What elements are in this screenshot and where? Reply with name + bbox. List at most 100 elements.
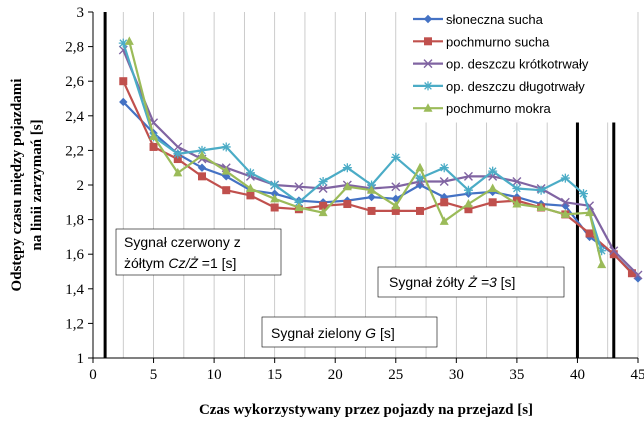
series-marker [579,189,588,199]
series-marker [423,14,433,24]
series-marker [439,177,449,187]
series-marker [119,97,128,107]
legend-item-4: op. deszczu długotrwały [413,79,585,94]
x-tick-label: 35 [509,367,524,383]
annotation-green-symbol: G [365,325,376,341]
y-tick-label: 2,8 [65,40,84,56]
series-marker [440,198,449,207]
series-marker [173,155,182,164]
series-marker [512,199,522,208]
series-marker [488,198,497,207]
series-marker [173,149,183,159]
series-marker [198,172,206,181]
series-marker [536,185,546,195]
series-marker [270,193,280,203]
y-axis-title-line1: Odstępy czasu między pojazdami [9,79,25,292]
annotation-green-suffix: [s] [376,325,395,341]
series-marker [222,186,231,195]
y-tick-label: 2,6 [65,74,84,90]
legend-label: pochmurno mokra [446,101,552,116]
y-tick-label: 1,6 [65,247,84,263]
series-marker [585,229,594,238]
series-marker [585,207,595,217]
series-marker [560,209,570,218]
series-marker [512,183,522,193]
x-tick-label: 0 [89,367,97,383]
series-marker [627,269,636,278]
x-axis-title: Czas wykorzystywany przez pojazdy na prz… [199,402,533,418]
series-marker [597,246,607,256]
series-marker [463,199,473,208]
series-marker [391,206,400,215]
series-marker [423,59,433,69]
series-marker [463,185,473,195]
legend-label: op. deszczu krótkotrwały [446,57,589,72]
series-marker [270,189,279,198]
series-marker [294,197,304,207]
annotation-red-prefix: żółtym [124,255,168,271]
series-marker [343,200,352,209]
annotation-red-line2: żółtym Cz/Ż =1 [s] [124,255,236,271]
series-marker [173,167,183,177]
series-marker [173,142,183,152]
annotation-red-signal: Sygnał czerwony z żółtym Cz/Ż =1 [s] [115,228,282,276]
y-tick-label: 1,2 [65,316,84,332]
legend: słoneczna sucha pochmurno sucha op. deszcz… [407,5,635,123]
series-marker [416,206,424,215]
series-marker [391,194,400,204]
series-marker [245,183,255,192]
series-marker [488,183,498,192]
series-marker [197,145,207,155]
series-marker [560,197,570,207]
y-tick-label: 1,4 [65,282,84,298]
legend-label: pochmurno sucha [446,34,550,49]
series-marker [149,142,158,151]
y-tick-label: 1 [77,351,85,367]
y-tick-label: 1,8 [65,213,84,229]
annotation-yellow-signal: Sygnał żółty Ż =3 [s] [377,266,565,298]
legend-label: op. deszczu długotrwały [446,79,585,94]
series-marker [318,183,328,193]
y-tick-label: 3 [77,5,85,21]
series-marker [512,177,522,187]
series-marker [464,205,473,214]
series-marker [609,250,618,259]
series-5 [124,36,607,269]
series-marker [424,37,432,46]
series-marker [124,36,134,45]
x-tick-label: 20 [328,367,343,383]
series-group [118,36,643,283]
annotation-yellow-text: Sygnał żółty Ż =3 [s] [389,274,515,290]
x-tick-label: 30 [449,367,464,383]
series-marker [245,168,255,178]
y-tick-label: 2,2 [65,143,84,159]
series-marker [597,259,607,269]
x-tick-label: 15 [267,367,282,383]
series-marker [342,163,352,173]
series-marker [367,192,376,202]
series-marker [391,152,401,162]
annotation-yellow-symbol: Ż =3 [467,274,497,290]
series-marker [294,202,304,211]
series-marker [439,216,449,225]
series-marker [423,103,433,112]
y-tick-label: 2 [77,178,85,194]
axis-ticks: 0 5 10 15 20 25 30 35 40 45 1 1,2 1,4 1,6 1,8 2 2,2 2,4 2,… [65,5,644,383]
series-marker [246,191,255,200]
series-marker [318,207,328,217]
series-marker [391,200,401,210]
series-marker [149,131,159,141]
series-marker [318,177,328,187]
series-marker [560,173,570,183]
annotation-green-prefix: Sygnał zielony [271,325,365,341]
series-marker [367,206,376,215]
series-marker [342,181,352,191]
series-marker [415,180,425,190]
series-marker [221,142,231,152]
annotation-green-signal: Sygnał zielony G [s] [261,316,438,348]
legend-item-3: op. deszczu krótkotrwały [413,57,589,72]
x-tick-label: 5 [150,367,158,383]
legend-item-5: pochmurno mokra [413,101,552,116]
series-marker [367,185,377,194]
series-marker [197,163,207,172]
